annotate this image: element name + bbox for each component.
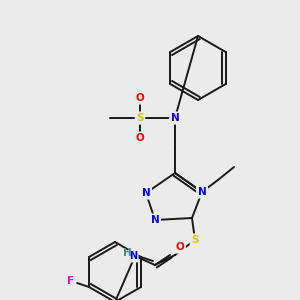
Text: N: N <box>129 251 137 261</box>
Text: O: O <box>176 242 184 252</box>
Text: N: N <box>171 113 179 123</box>
Text: S: S <box>191 235 199 245</box>
Text: N: N <box>142 188 150 198</box>
Text: O: O <box>136 93 144 103</box>
Text: N: N <box>198 187 206 197</box>
Text: F: F <box>68 276 75 286</box>
Text: N: N <box>151 215 159 225</box>
Text: H: H <box>123 248 131 258</box>
Text: O: O <box>136 133 144 143</box>
Text: S: S <box>136 113 144 123</box>
